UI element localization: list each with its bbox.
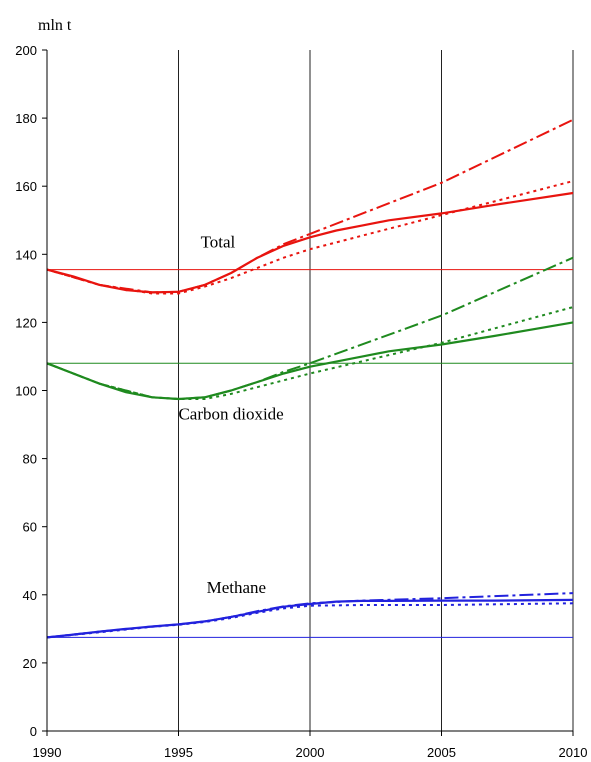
y-tick-label-180: 180 xyxy=(15,111,37,126)
series-co2-dashdot xyxy=(46,256,574,400)
x-tick-label-1990: 1990 xyxy=(33,745,62,760)
series-total-dotted xyxy=(46,180,574,295)
y-tick-label-80: 80 xyxy=(23,452,37,467)
annotation-2: Methane xyxy=(207,578,266,597)
series-lines xyxy=(46,118,574,639)
x-tick-label-2010: 2010 xyxy=(559,745,588,760)
y-tick-label-120: 120 xyxy=(15,315,37,330)
y-tick-label-140: 140 xyxy=(15,247,37,262)
annotation-0: Total xyxy=(201,232,236,251)
series-total-dashdot xyxy=(46,118,574,294)
y-tick-label-0: 0 xyxy=(30,724,37,739)
y-tick-label-200: 200 xyxy=(15,43,37,58)
y-tick-label-100: 100 xyxy=(15,384,37,399)
x-tick-label-2000: 2000 xyxy=(296,745,325,760)
series-co2-dotted xyxy=(46,306,574,400)
series-methane-dashdot xyxy=(46,592,574,639)
y-axis-unit-label: mln t xyxy=(38,17,72,34)
x-tick-label-1995: 1995 xyxy=(164,745,193,760)
tick-labels: 0 20 40 60 80 100 120 140 160 180 200 1990 1995 2000 2… xyxy=(15,43,587,760)
baseline-lines xyxy=(47,269,573,638)
series-methane-dotted xyxy=(46,602,574,639)
y-tick-label-160: 160 xyxy=(15,179,37,194)
grid-lines xyxy=(178,50,574,731)
x-tick-label-2005: 2005 xyxy=(427,745,456,760)
annotation-1: Carbon dioxide xyxy=(178,404,283,423)
y-tick-label-20: 20 xyxy=(23,656,37,671)
annotations: Total Carbon dioxide Methane xyxy=(178,232,283,597)
y-tick-label-40: 40 xyxy=(23,588,37,603)
y-tick-label-60: 60 xyxy=(23,520,37,535)
axes xyxy=(42,49,574,736)
